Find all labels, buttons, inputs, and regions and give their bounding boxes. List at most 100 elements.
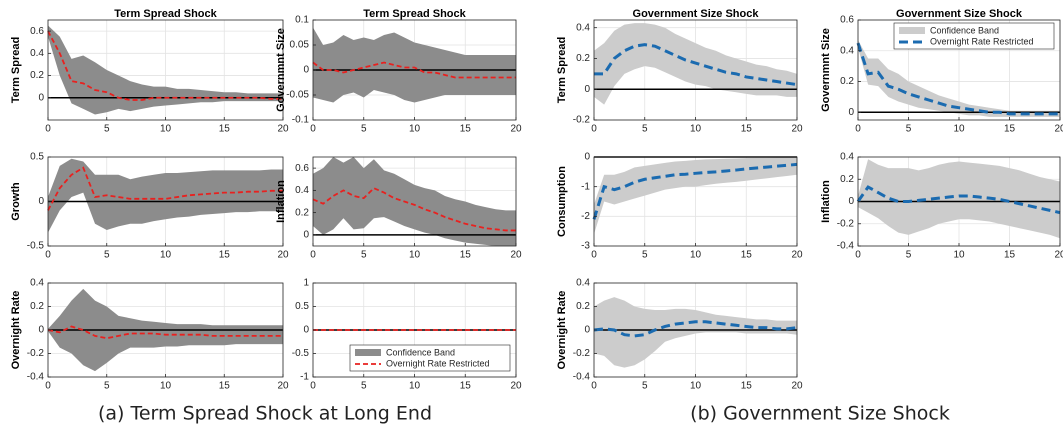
- irf-line: [592, 162, 798, 220]
- y-tick-label: 0: [303, 65, 309, 76]
- irf-line: [593, 320, 798, 338]
- y-tick-label: 0.2: [295, 207, 309, 218]
- y-tick-label: 0.6: [840, 15, 854, 26]
- x-tick-label: 15: [460, 250, 472, 261]
- irf-line: [312, 61, 516, 79]
- x-tick-label: 15: [460, 381, 472, 392]
- y-tick-label: -0.5: [27, 241, 45, 252]
- x-tick-label: 20: [791, 381, 803, 392]
- y-tick-label: 0: [303, 230, 309, 241]
- y-tick-label: -0.4: [837, 241, 855, 252]
- y-tick-label: 1: [303, 278, 309, 289]
- y-tick-label: -0.2: [27, 348, 45, 359]
- x-tick-label: 15: [741, 381, 753, 392]
- x-tick-label: 20: [277, 124, 289, 135]
- y-tick-label: 0.5: [295, 301, 309, 312]
- y-axis-label: Term Spread: [556, 37, 568, 103]
- y-axis-label: Growth: [10, 182, 22, 221]
- panel: 0 5 10 15 20 -0.4 -0.2 0 0.2 0.4 Overnight Rate: [556, 278, 803, 392]
- x-tick-label: 20: [277, 381, 289, 392]
- irf-line: [47, 166, 283, 211]
- x-tick-label: 10: [690, 250, 702, 261]
- y-tick-label: -2: [581, 211, 590, 222]
- legend-label: Confidence Band: [386, 347, 455, 357]
- x-tick-label: 15: [219, 124, 231, 135]
- x-tick-label: 15: [1004, 250, 1016, 261]
- x-tick-label: 15: [741, 124, 753, 135]
- y-tick-label: 0.4: [840, 45, 854, 56]
- irf-line: [47, 325, 283, 340]
- x-tick-label: 0: [310, 250, 316, 261]
- confidence-band: [48, 158, 283, 233]
- y-tick-label: 0.1: [295, 15, 309, 26]
- x-tick-label: 20: [510, 124, 522, 135]
- panel-title: Term Spread Shock: [114, 8, 217, 20]
- x-tick-label: 5: [104, 124, 110, 135]
- x-tick-label: 15: [219, 250, 231, 261]
- confidence-band: [594, 157, 797, 235]
- panel: 0 5 10 15 20 0 0.2 0.4 0.6 Term Spread Shock Term …: [10, 8, 289, 135]
- y-tick-label: 0.2: [30, 301, 44, 312]
- panel: 0 5 10 15 20 -1 -0.5 0 0.5 1 Confidence BandOverni…: [292, 278, 522, 392]
- x-tick-label: 10: [409, 250, 421, 261]
- y-tick-label: 0.2: [576, 53, 590, 64]
- legend-swatch: [355, 349, 381, 356]
- x-tick-label: 5: [642, 124, 648, 135]
- y-tick-label: -1: [300, 372, 309, 383]
- x-tick-label: 15: [1004, 124, 1016, 135]
- y-tick-label: 0.6: [295, 163, 309, 174]
- x-tick-label: 0: [855, 124, 861, 135]
- y-tick-label: 0: [38, 92, 44, 103]
- x-tick-label: 20: [1054, 250, 1063, 261]
- x-tick-label: 5: [361, 381, 367, 392]
- y-tick-label: 0.4: [30, 48, 44, 59]
- x-tick-label: 15: [741, 250, 753, 261]
- y-tick-label: 0.4: [576, 22, 590, 33]
- irf-line: [312, 187, 516, 232]
- x-tick-label: 0: [591, 381, 597, 392]
- irf-line: [856, 185, 1061, 215]
- y-axis-label: Overnight Rate: [10, 291, 22, 370]
- x-tick-label: 20: [1054, 124, 1063, 135]
- legend-swatch: [899, 27, 925, 34]
- irf-line: [594, 43, 798, 87]
- x-tick-label: 0: [45, 124, 51, 135]
- panel-title: Government Size Shock: [896, 8, 1023, 20]
- panel: 0 5 10 15 20 0 0.2 0.4 0.6 Inflation: [275, 156, 522, 261]
- confidence-band: [858, 159, 1060, 239]
- y-tick-label: 0.2: [576, 301, 590, 312]
- panel-title: Government Size Shock: [633, 8, 760, 20]
- x-tick-label: 20: [791, 250, 803, 261]
- y-tick-label: -0.2: [837, 218, 855, 229]
- y-axis-label: Inflation: [820, 180, 832, 223]
- y-tick-label: 0.5: [30, 152, 44, 163]
- x-tick-label: 0: [45, 381, 51, 392]
- x-tick-label: 5: [104, 250, 110, 261]
- confidence-band: [594, 297, 797, 368]
- y-axis-label: Governmnt Size: [820, 28, 832, 112]
- panel-title: Term Spread Shock: [363, 8, 466, 20]
- y-tick-label: 0.05: [290, 40, 310, 51]
- x-tick-label: 20: [510, 381, 522, 392]
- panel: 0 5 10 15 20 -3 -2 -1 0 Consumption: [556, 152, 803, 261]
- x-tick-label: 0: [310, 381, 316, 392]
- panel: 0 5 10 15 20 -0.4 -0.2 0 0.2 0.4 Inflation: [820, 152, 1063, 261]
- y-tick-label: -0.5: [292, 348, 310, 359]
- y-tick-label: -3: [581, 241, 590, 252]
- x-tick-label: 20: [277, 250, 289, 261]
- x-tick-label: 5: [906, 250, 912, 261]
- x-tick-label: 5: [642, 250, 648, 261]
- irf-line: [856, 42, 1060, 116]
- x-tick-label: 0: [45, 250, 51, 261]
- y-tick-label: 0.4: [30, 278, 44, 289]
- x-tick-label: 5: [642, 381, 648, 392]
- y-tick-label: -0.4: [27, 372, 45, 383]
- y-axis-label: Inflation: [275, 180, 287, 223]
- x-tick-label: 10: [160, 250, 172, 261]
- x-tick-label: 0: [310, 124, 316, 135]
- y-tick-label: 0.4: [295, 185, 309, 196]
- y-tick-label: 0: [38, 196, 44, 207]
